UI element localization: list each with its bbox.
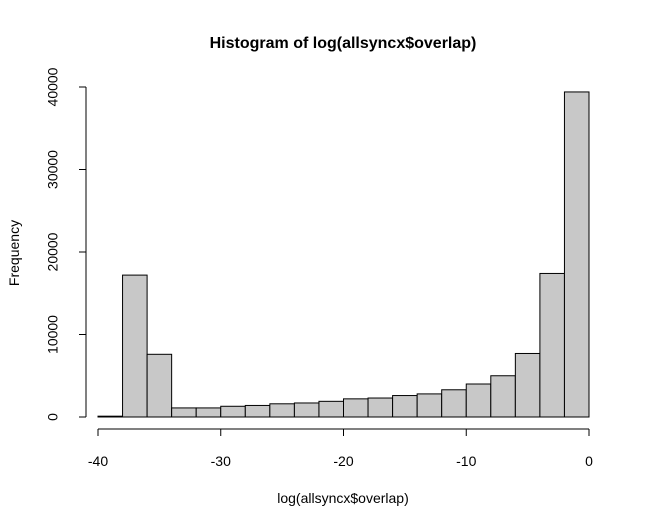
histogram-bar bbox=[146, 353, 173, 418]
histogram-bar bbox=[416, 393, 443, 418]
histogram-bar bbox=[465, 383, 492, 418]
histogram-bar bbox=[171, 407, 197, 418]
x-tick-label: -30 bbox=[211, 453, 231, 469]
histogram-bar bbox=[563, 91, 590, 418]
histogram-bar bbox=[539, 272, 565, 418]
histogram-bar bbox=[195, 407, 222, 418]
histogram-bar bbox=[97, 415, 124, 418]
histogram-bar bbox=[244, 404, 271, 418]
x-tick-label: -40 bbox=[88, 453, 108, 469]
histogram-bar bbox=[269, 403, 295, 418]
y-tick-label: 30000 bbox=[45, 150, 61, 189]
y-tick-label: 10000 bbox=[45, 315, 61, 354]
histogram-bar bbox=[490, 375, 516, 418]
histogram-bar bbox=[220, 405, 246, 418]
y-tick-label: 0 bbox=[45, 413, 61, 421]
histogram-bar bbox=[514, 352, 541, 418]
histogram-bar bbox=[367, 397, 394, 418]
y-axis-label: Frequency bbox=[6, 220, 22, 286]
x-tick-label: 0 bbox=[585, 453, 593, 469]
x-tick-label: -10 bbox=[456, 453, 476, 469]
y-tick-label: 40000 bbox=[45, 67, 61, 106]
y-axis: 0 10000 20000 30000 40000 bbox=[45, 67, 87, 421]
histogram-bar bbox=[392, 395, 418, 418]
x-tick-label: -20 bbox=[333, 453, 353, 469]
bars-group bbox=[97, 91, 590, 418]
histogram-bar bbox=[318, 400, 345, 418]
histogram-bar bbox=[293, 402, 320, 418]
chart-title: Histogram of log(allsyncx$overlap) bbox=[210, 35, 477, 52]
histogram-bar bbox=[343, 398, 369, 418]
y-tick-label: 20000 bbox=[45, 232, 61, 271]
histogram-bar bbox=[441, 389, 467, 418]
x-axis: -40 -30 -20 -10 0 bbox=[88, 428, 593, 469]
x-axis-label: log(allsyncx$overlap) bbox=[277, 490, 409, 506]
histogram-bar bbox=[122, 274, 148, 418]
